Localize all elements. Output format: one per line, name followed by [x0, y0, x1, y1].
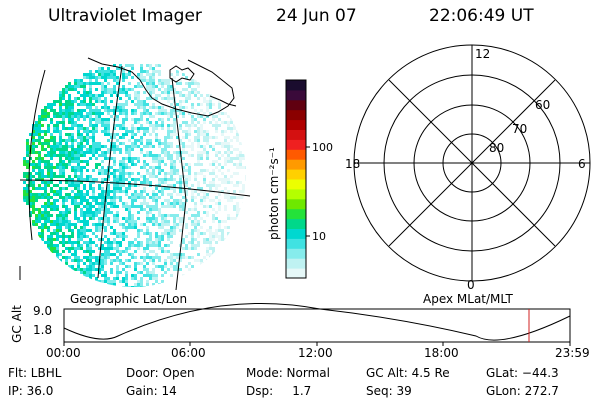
altitude-xtick-1200: 12:00 — [298, 346, 333, 360]
image-pixels — [23, 64, 246, 287]
info-glat: GLat: −44.3 — [486, 366, 559, 380]
info-mode: Mode: Normal — [246, 366, 330, 380]
date-label: 24 Jun 07 — [276, 6, 357, 26]
altitude-ytick-1-8: 1.8 — [33, 323, 53, 337]
mlat-label-60: 60 — [535, 98, 550, 112]
time-label: 22:06:49 UT — [429, 6, 534, 26]
color-bar-segment — [286, 89, 306, 101]
altitude-ytick-9: 9.0 — [33, 304, 53, 318]
apex-label: Apex MLat/MLT — [423, 292, 513, 306]
longitude-line-center — [97, 65, 123, 279]
color-bar-tick-label-100: 100 — [312, 141, 333, 154]
mlt-label-18: 18 — [345, 157, 360, 171]
color-bar-segment — [286, 109, 306, 121]
color-bar-segment — [286, 268, 306, 279]
info-glon: GLon: 272.7 — [486, 384, 559, 398]
color-bar-unit-label: photon cm⁻²s⁻¹ — [267, 147, 281, 240]
color-bar-segment — [286, 119, 306, 130]
color-bar-segment — [286, 198, 306, 210]
color-bar-segment — [286, 99, 306, 111]
info-gc-alt: GC Alt: 4.5 Re — [366, 366, 450, 380]
color-bar-segment — [286, 208, 306, 220]
altitude-xtick-0000: 00:00 — [46, 346, 81, 360]
altitude-xtick-1800: 18:00 — [424, 346, 459, 360]
info-seq: Seq: 39 — [366, 384, 412, 398]
altitude-plot-frame — [63, 308, 571, 343]
polar-grid — [353, 44, 591, 282]
altitude-curve — [63, 302, 571, 341]
coastline — [87, 57, 235, 117]
altitude-xtick-2359: 23:59 — [555, 346, 590, 360]
mlt-label-6: 6 — [578, 157, 586, 171]
coastline-island — [169, 65, 195, 83]
color-bar-segment — [286, 258, 306, 269]
longitude-line-west — [28, 69, 46, 241]
geo-grid — [19, 65, 251, 291]
color-bar-segment — [286, 228, 306, 239]
mlat-label-70: 70 — [512, 122, 527, 136]
color-bar-segment — [286, 248, 306, 259]
mlat-label-80: 80 — [489, 141, 504, 155]
altitude-plot — [63, 302, 571, 346]
info-gain: Gain: 14 — [126, 384, 177, 398]
altitude-xtick-0600: 06:00 — [171, 346, 206, 360]
color-bar-segment — [286, 169, 306, 180]
latitude-line — [19, 179, 251, 197]
info-ip: IP: 36.0 — [8, 384, 54, 398]
mlt-label-0: 0 — [467, 278, 475, 292]
color-bar-segment — [286, 149, 306, 160]
color-bar-segment — [286, 218, 306, 229]
info-filter: Flt: LBHL — [8, 366, 62, 380]
color-bar-frame — [285, 79, 307, 279]
color-bar-segment — [286, 129, 306, 140]
geographic-label: Geographic Lat/Lon — [70, 292, 188, 306]
instrument-title: Ultraviolet Imager — [48, 6, 202, 26]
info-dsp: Dsp: 1.7 — [246, 384, 312, 398]
mlt-label-12: 12 — [475, 47, 490, 61]
color-bar-segment — [286, 188, 306, 200]
coastline-tip — [209, 95, 237, 107]
color-bar — [285, 79, 310, 279]
auroral-image — [19, 57, 251, 291]
color-bar-segment — [286, 80, 306, 91]
longitude-line-east — [171, 77, 187, 291]
color-bar-segment — [286, 238, 306, 249]
color-bar-tick-label-10: 10 — [312, 230, 326, 243]
color-bar-segment — [286, 139, 306, 150]
info-door: Door: Open — [126, 366, 195, 380]
color-bar-segment — [286, 159, 306, 170]
polar-diagonal-2 — [388, 79, 556, 247]
altitude-ylabel: GC Alt — [9, 305, 24, 343]
color-bar-segment — [286, 179, 306, 190]
